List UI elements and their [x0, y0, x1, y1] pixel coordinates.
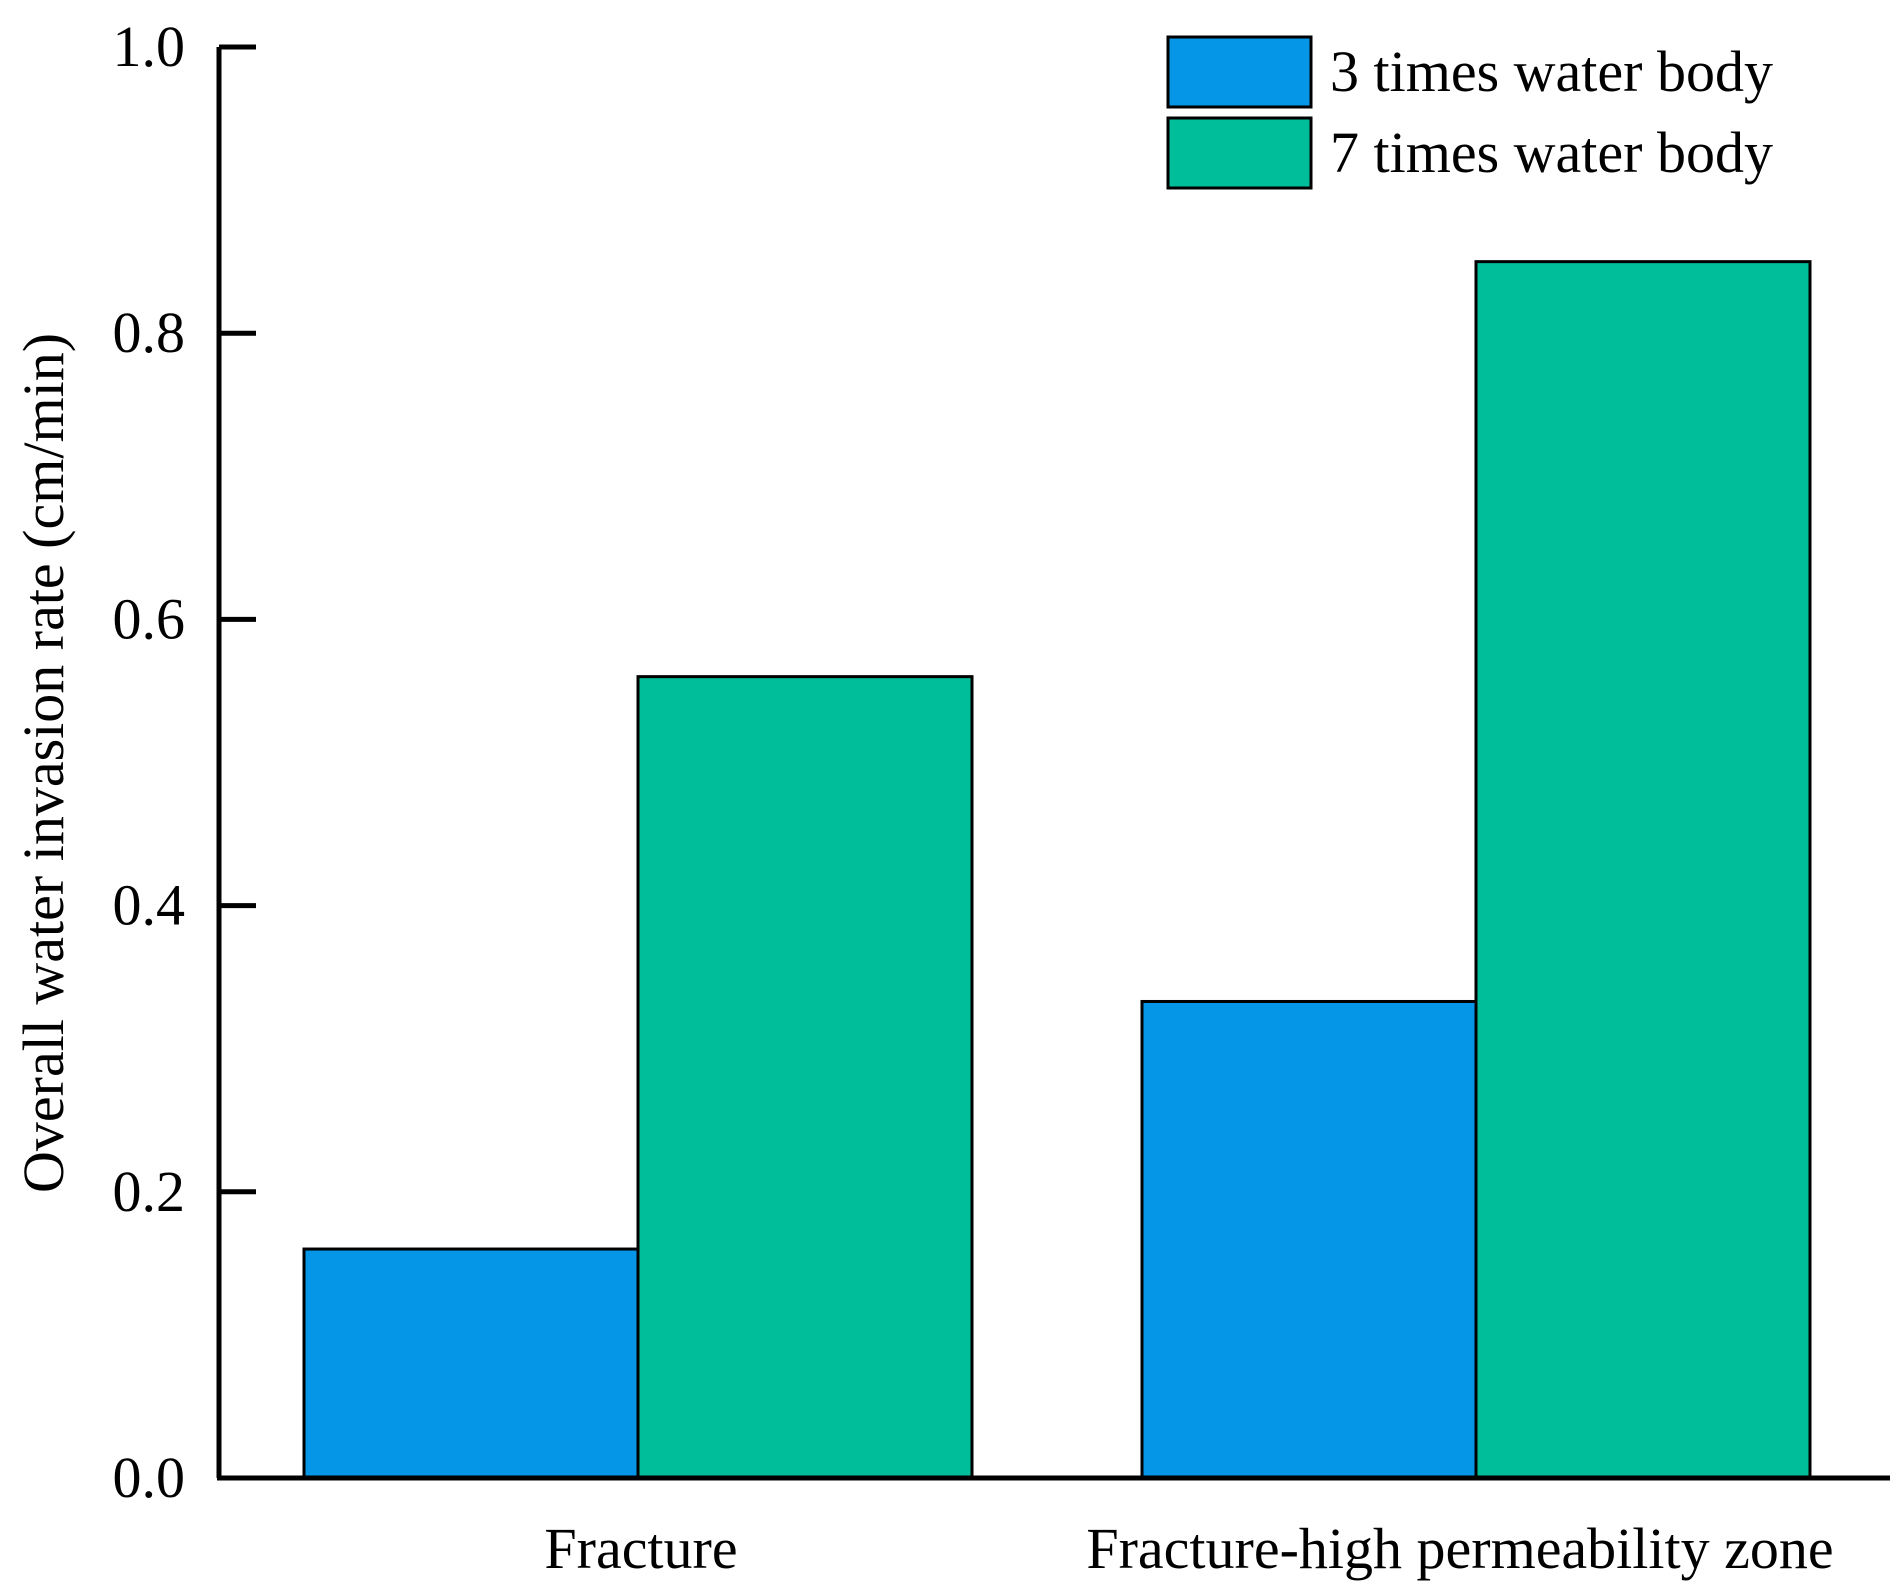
legend-swatch [1166, 116, 1313, 190]
y-tick-label: 0.0 [113, 1445, 186, 1510]
legend-swatch [1166, 35, 1313, 109]
bar-1-fracture-high-permeability-zone [1140, 999, 1478, 1480]
y-ticks: 0.0 0.2 0.4 0.6 0.8 1.0 [113, 14, 256, 1510]
y-tick-label: 1.0 [113, 14, 186, 79]
legend: 3 times water body 7 times water body [1166, 35, 1773, 190]
x-ticks: Fracture Fracture-high permeability zone [544, 1516, 1833, 1581]
legend-label: 3 times water body [1330, 39, 1773, 104]
bar-2-fracture-high-permeability-zone [1474, 260, 1812, 1480]
bar-1-fracture [302, 1247, 640, 1480]
x-tick-label: Fracture [544, 1516, 737, 1581]
y-tick-label: 0.8 [113, 300, 186, 365]
axes [216, 47, 1890, 1481]
bars-layer [302, 260, 1812, 1480]
legend-label: 7 times water body [1330, 120, 1773, 185]
y-tick-label: 0.4 [113, 873, 186, 938]
bar-2-fracture [636, 675, 974, 1480]
y-tick-label: 0.6 [113, 586, 186, 651]
y-axis-label: Overall water invasion rate (cm/min) [11, 333, 76, 1193]
y-tick-label: 0.2 [113, 1159, 186, 1224]
x-tick-label: Fracture-high permeability zone [1086, 1516, 1833, 1581]
